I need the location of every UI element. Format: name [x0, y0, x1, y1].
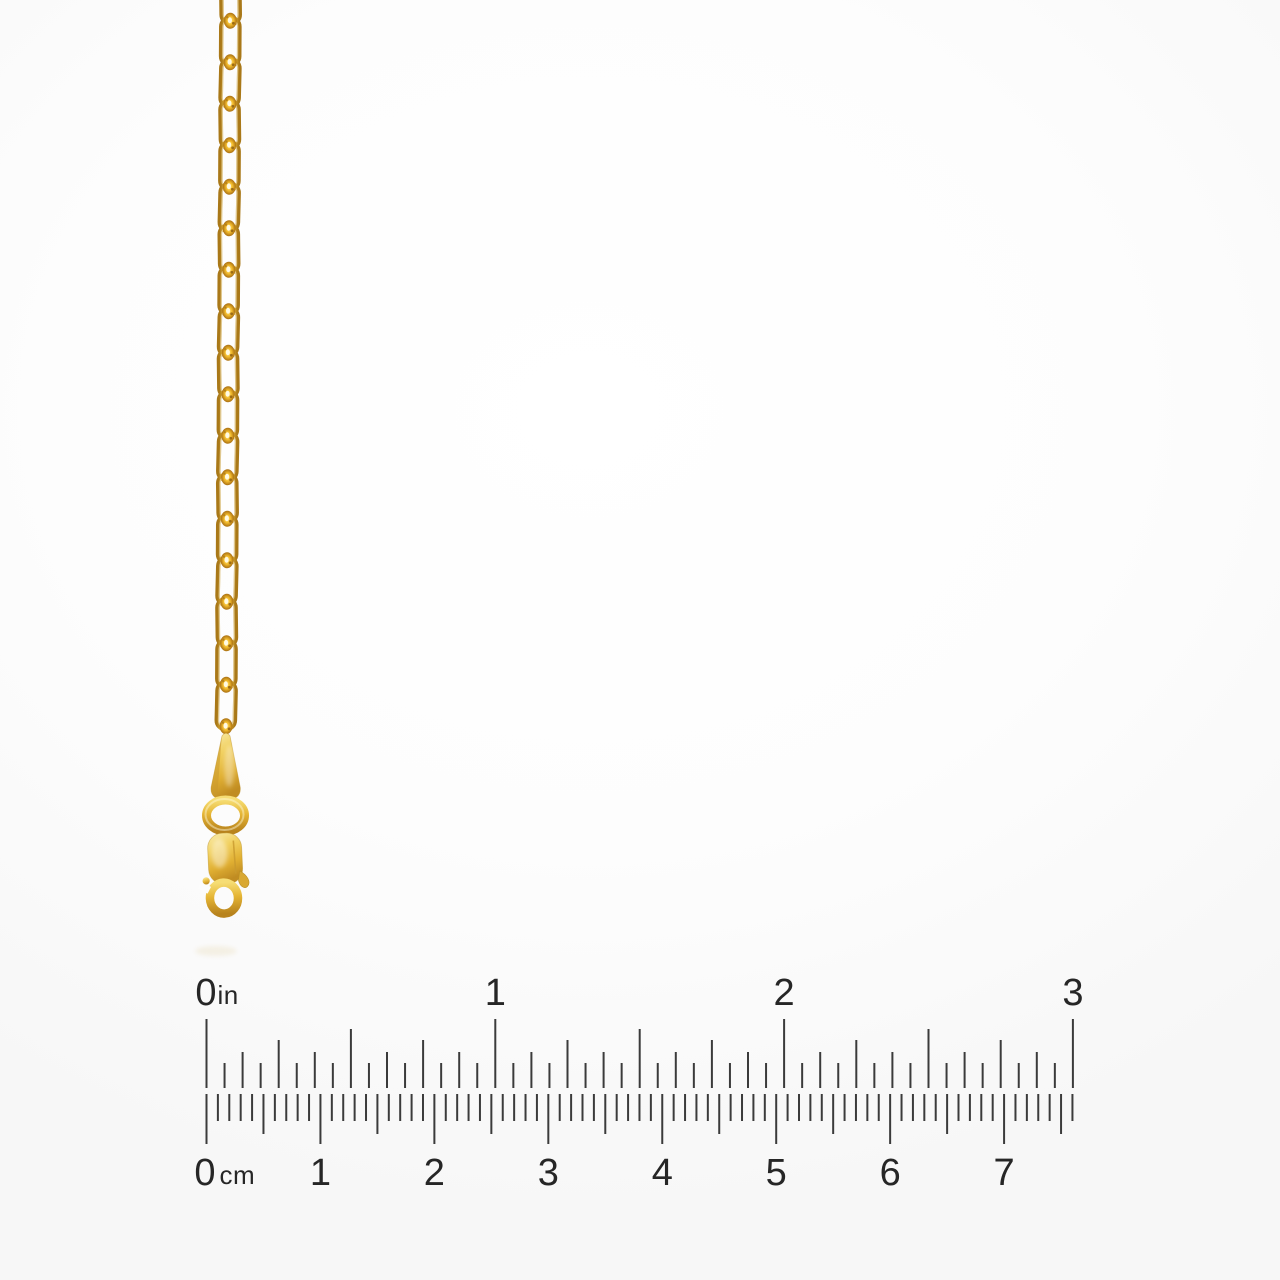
lobster-clasp: [197, 832, 250, 918]
chain-link-joint: [220, 510, 234, 527]
jump-ring-body: [202, 795, 250, 836]
chain-link-joint: [223, 95, 237, 112]
chain-link-joint: [219, 676, 233, 693]
inch-zero-label: 0: [195, 972, 216, 1014]
ruler: 0 in 0 cm 1 2 3 1 2 3 4 5 6 7: [194, 972, 1083, 1194]
cm-number-label: 2: [424, 1152, 445, 1194]
cm-number-label: 3: [538, 1152, 559, 1194]
chain-link-joint: [222, 303, 235, 320]
lobster-clasp-tip: [202, 877, 210, 885]
cm-zero-label: 0: [194, 1152, 215, 1194]
clasp-tag-highlight: [224, 745, 235, 788]
clasp-tag: [210, 732, 241, 801]
inch-number-label: 2: [774, 972, 795, 1014]
chain-link-joint: [221, 386, 235, 403]
inch-unit-label: in: [218, 980, 239, 1010]
jump-ring: [202, 795, 250, 836]
cm-number-label: 1: [310, 1152, 331, 1194]
lobster-clasp-claw: [205, 878, 243, 918]
cm-scale-ticks: [205, 1094, 1074, 1144]
cm-number-label: 5: [766, 1152, 787, 1194]
chain-link-joint: [221, 344, 235, 361]
chain-link-joint: [221, 469, 234, 486]
cm-unit-label: cm: [220, 1160, 256, 1190]
inch-number-label: 1: [485, 972, 506, 1014]
inch-scale-ticks: [205, 1019, 1074, 1088]
lobster-clasp-trigger: [238, 870, 250, 888]
chain-link-joint: [221, 427, 235, 444]
chain-link-joint: [223, 12, 237, 29]
lobster-clasp-slit: [232, 840, 237, 874]
inch-number-label: 3: [1062, 972, 1083, 1014]
chain-link-joint: [220, 593, 234, 610]
chain-link-joint: [222, 178, 236, 195]
chain-link-joint: [219, 718, 233, 735]
chain-link-joint: [222, 220, 236, 237]
chain-link-joints: [219, 12, 237, 735]
cm-number-label: 7: [994, 1152, 1015, 1194]
cm-number-label: 4: [652, 1152, 673, 1194]
chain-link-joint: [223, 137, 237, 154]
cm-number-labels: 1 2 3 4 5 6 7: [310, 1152, 1015, 1194]
lobster-clasp-gap: [197, 881, 212, 894]
chain-link-joint: [220, 552, 234, 569]
lobster-clasp-highlight: [211, 838, 228, 868]
cm-number-label: 6: [880, 1152, 901, 1194]
clasp-tag-facet: [211, 735, 223, 799]
chain-link-joint: [220, 635, 233, 652]
gold-chain: [197, 0, 250, 918]
ruler-labels: 0 in 0 cm 1 2 3 1 2 3 4 5 6 7: [194, 972, 1083, 1194]
chain-link-joint: [222, 261, 236, 278]
jump-ring-sheen: [204, 797, 245, 831]
clasp-shadow: [195, 946, 237, 956]
chain-link-joint: [223, 54, 237, 71]
inch-number-labels: 1 2 3: [485, 972, 1084, 1014]
